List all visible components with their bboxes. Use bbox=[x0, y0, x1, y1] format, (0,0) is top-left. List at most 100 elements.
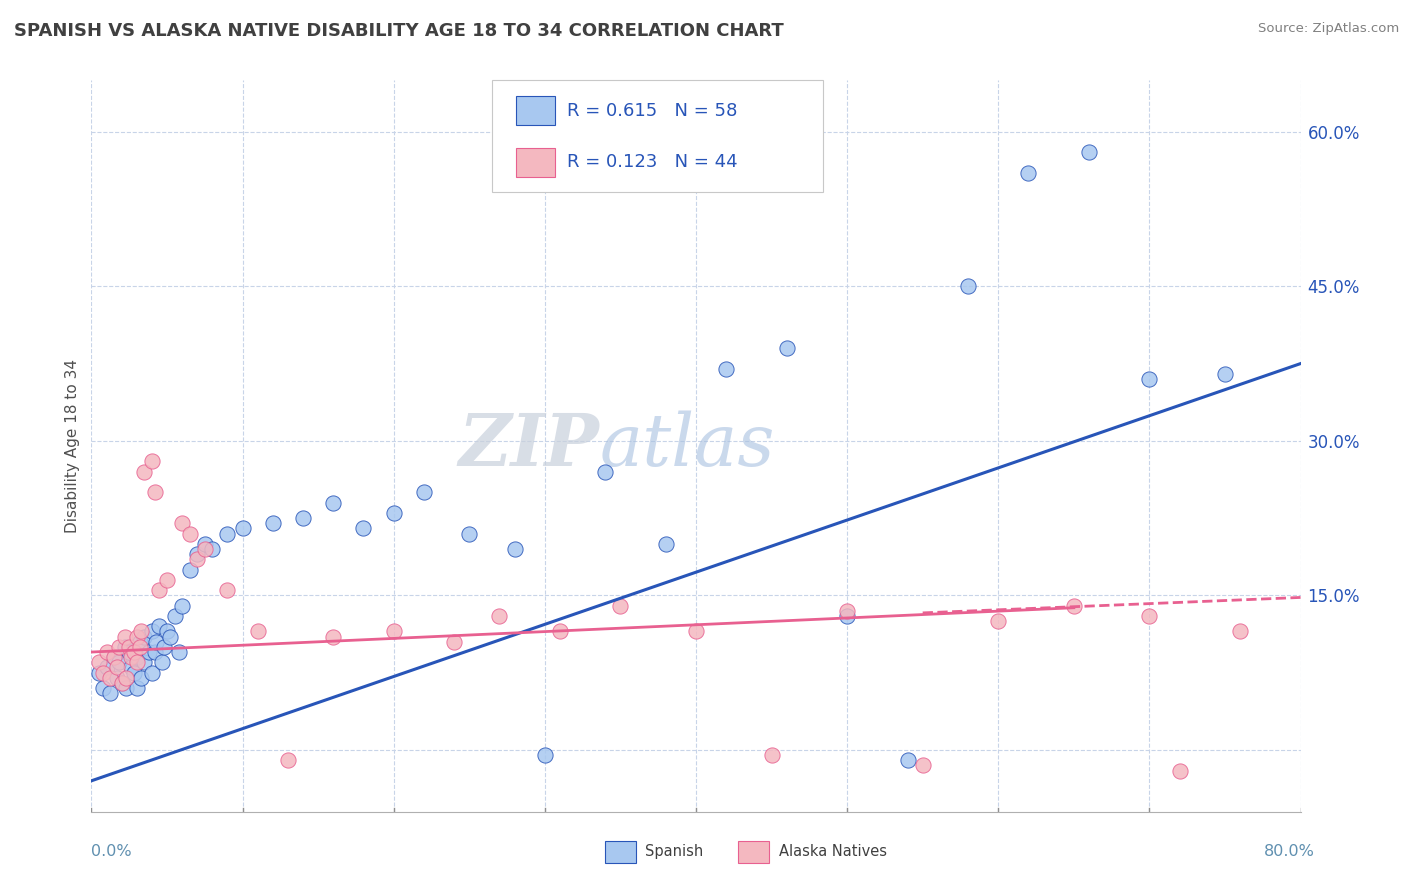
Text: SPANISH VS ALASKA NATIVE DISABILITY AGE 18 TO 34 CORRELATION CHART: SPANISH VS ALASKA NATIVE DISABILITY AGE … bbox=[14, 22, 783, 40]
Point bbox=[277, 753, 299, 767]
Text: R = 0.123   N = 44: R = 0.123 N = 44 bbox=[567, 153, 737, 171]
Point bbox=[122, 645, 145, 659]
Point bbox=[125, 630, 148, 644]
Point bbox=[103, 650, 125, 665]
Point bbox=[105, 660, 128, 674]
Point bbox=[129, 671, 152, 685]
Point bbox=[595, 465, 617, 479]
Point bbox=[322, 630, 344, 644]
Point bbox=[533, 747, 555, 762]
Point bbox=[148, 619, 170, 633]
Point bbox=[194, 537, 217, 551]
Text: Source: ZipAtlas.com: Source: ZipAtlas.com bbox=[1258, 22, 1399, 36]
Point bbox=[292, 511, 315, 525]
Point bbox=[172, 516, 194, 531]
Point bbox=[148, 583, 170, 598]
Point bbox=[128, 634, 150, 648]
Point bbox=[231, 521, 253, 535]
Text: 80.0%: 80.0% bbox=[1264, 845, 1315, 859]
Point bbox=[141, 624, 163, 639]
Text: 0.0%: 0.0% bbox=[91, 845, 132, 859]
Point bbox=[1229, 624, 1251, 639]
Point bbox=[685, 624, 707, 639]
Point bbox=[217, 583, 239, 598]
Point bbox=[911, 758, 934, 772]
Point bbox=[134, 465, 156, 479]
Point bbox=[194, 541, 217, 556]
Point bbox=[956, 279, 979, 293]
Point bbox=[98, 686, 121, 700]
Point bbox=[179, 526, 201, 541]
Point bbox=[172, 599, 194, 613]
Point bbox=[548, 624, 571, 639]
Point bbox=[835, 604, 858, 618]
Point bbox=[413, 485, 436, 500]
Point bbox=[163, 609, 186, 624]
Point bbox=[352, 521, 374, 535]
Point bbox=[382, 506, 405, 520]
Point bbox=[1139, 609, 1161, 624]
Y-axis label: Disability Age 18 to 34: Disability Age 18 to 34 bbox=[65, 359, 80, 533]
Point bbox=[122, 665, 145, 680]
Point bbox=[103, 650, 125, 665]
Point bbox=[503, 541, 526, 556]
Point bbox=[382, 624, 405, 639]
Point bbox=[835, 609, 858, 624]
Point bbox=[128, 640, 150, 654]
Point bbox=[153, 640, 176, 654]
Point bbox=[179, 563, 201, 577]
Point bbox=[167, 645, 190, 659]
Text: ZIP: ZIP bbox=[458, 410, 599, 482]
Point bbox=[93, 681, 115, 695]
Point bbox=[125, 656, 148, 670]
Point bbox=[987, 614, 1010, 628]
Point bbox=[246, 624, 269, 639]
Point bbox=[114, 630, 136, 644]
Point bbox=[1139, 372, 1161, 386]
Point bbox=[114, 640, 136, 654]
Text: Alaska Natives: Alaska Natives bbox=[779, 845, 887, 859]
Point bbox=[118, 645, 141, 659]
Point bbox=[1213, 367, 1236, 381]
Point bbox=[107, 656, 129, 670]
Point bbox=[125, 650, 148, 665]
Point bbox=[761, 747, 783, 762]
Point bbox=[152, 656, 174, 670]
Point bbox=[125, 681, 148, 695]
Point bbox=[488, 609, 510, 624]
Point bbox=[105, 671, 128, 685]
Point bbox=[1018, 166, 1040, 180]
Point bbox=[262, 516, 284, 531]
Point bbox=[134, 630, 156, 644]
Point bbox=[145, 634, 167, 648]
Point bbox=[96, 645, 118, 659]
Point bbox=[111, 676, 132, 690]
Point bbox=[93, 665, 115, 680]
Point bbox=[714, 361, 737, 376]
Point bbox=[458, 526, 481, 541]
Point bbox=[87, 665, 110, 680]
Point bbox=[1077, 145, 1099, 160]
Point bbox=[118, 640, 141, 654]
Point bbox=[897, 753, 920, 767]
Point bbox=[107, 640, 129, 654]
Point bbox=[443, 634, 465, 648]
Point bbox=[322, 496, 344, 510]
Text: atlas: atlas bbox=[599, 410, 775, 482]
Point bbox=[141, 454, 163, 468]
Point bbox=[111, 676, 132, 690]
Point bbox=[776, 341, 799, 355]
Point bbox=[609, 599, 631, 613]
Point bbox=[115, 681, 138, 695]
Point bbox=[1168, 764, 1191, 778]
Point bbox=[156, 573, 179, 587]
Point bbox=[143, 645, 166, 659]
Point bbox=[87, 656, 110, 670]
Point bbox=[143, 485, 166, 500]
Point bbox=[138, 645, 160, 659]
Point bbox=[201, 541, 224, 556]
Point bbox=[186, 547, 208, 561]
Point bbox=[96, 660, 118, 674]
Point bbox=[98, 671, 121, 685]
Point bbox=[134, 656, 156, 670]
